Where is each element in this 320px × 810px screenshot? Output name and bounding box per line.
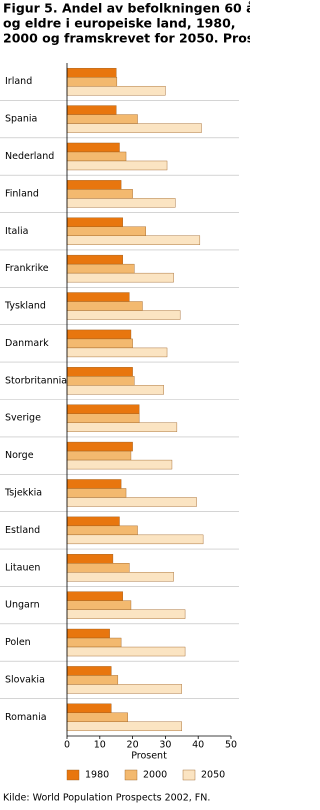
bar [66, 666, 112, 676]
bar [66, 609, 186, 619]
bar [66, 151, 127, 162]
x-tick-label: 0 [64, 740, 70, 751]
bar [66, 198, 176, 208]
bar [66, 572, 174, 582]
legend-label: 2050 [201, 770, 225, 781]
bar [66, 646, 186, 657]
bar [66, 114, 138, 124]
bar [66, 404, 140, 414]
bar [66, 637, 122, 648]
bar [66, 226, 146, 236]
bar [66, 76, 118, 87]
category-label: Sverige [5, 413, 41, 424]
chart-title: 2000 og framskrevet for 2050. Prosent [3, 31, 250, 46]
bar [66, 385, 164, 395]
bar [66, 525, 138, 536]
bar [66, 712, 128, 723]
bar [66, 563, 130, 573]
legend-swatch [66, 769, 80, 781]
category-label: Irland [5, 76, 32, 87]
bar [66, 479, 122, 489]
chart-title: Figur 5. Andel av befolkningen 60 år [3, 1, 250, 16]
x-tick-label: 10 [94, 740, 106, 751]
category-label: Danmark [5, 338, 49, 349]
category-label: Norge [5, 450, 34, 461]
bar [66, 600, 132, 610]
x-axis-label: Prosent [131, 751, 167, 762]
category-label: Romania [5, 712, 47, 723]
bar [66, 703, 112, 714]
bar [66, 459, 173, 470]
bar [66, 180, 122, 190]
bar [66, 554, 114, 564]
category-label: Litauen [5, 562, 40, 573]
bar [66, 367, 133, 377]
bar [66, 235, 201, 245]
legend-swatch [182, 769, 196, 781]
x-tick-label: 20 [127, 740, 139, 751]
bar [66, 450, 132, 461]
bar [66, 85, 166, 96]
category-label: Nederland [5, 151, 54, 162]
bar [66, 292, 130, 302]
bar [66, 338, 133, 349]
chart-title: og eldre i europeiske land, 1980, [3, 16, 236, 31]
bar [66, 189, 133, 199]
bar [66, 534, 204, 545]
bar [66, 497, 197, 507]
source: Kilde: World Population Prospects 2002, … [3, 793, 210, 804]
bar [66, 217, 123, 227]
bar [66, 329, 132, 340]
legend-label: 2000 [143, 770, 167, 781]
category-label: Storbritannia [5, 375, 67, 386]
bar [66, 422, 178, 432]
bar [66, 123, 202, 133]
bar [66, 160, 168, 171]
bar [66, 376, 135, 386]
bar [66, 142, 120, 153]
category-label: Estland [5, 525, 40, 536]
bar [66, 516, 120, 527]
x-tick-label: 30 [159, 740, 171, 751]
category-label: Polen [5, 637, 31, 648]
category-label: Frankrike [5, 263, 49, 274]
category-label: Tyskland [4, 301, 46, 312]
x-tick-label: 50 [225, 740, 237, 751]
bar [66, 67, 117, 78]
category-label: Tsjekkia [4, 487, 42, 498]
category-label: Slovakia [5, 674, 45, 685]
bar [66, 675, 119, 685]
category-label: Spania [5, 114, 37, 125]
bar [66, 684, 183, 694]
bar [66, 301, 143, 311]
legend-label: 1980 [85, 770, 109, 781]
x-tick-label: 40 [192, 740, 204, 751]
category-label: Finland [5, 188, 39, 199]
bar [66, 488, 127, 498]
bar [66, 721, 183, 732]
bar [66, 105, 117, 115]
category-label: Ungarn [5, 600, 40, 611]
category-label: Italia [5, 226, 28, 237]
bar [66, 254, 123, 265]
bar [66, 263, 135, 274]
bar [66, 272, 174, 283]
bar [66, 347, 168, 358]
bar [66, 310, 181, 320]
legend-swatch [124, 769, 138, 781]
bar [66, 591, 123, 601]
bar [66, 413, 140, 423]
bar [66, 628, 110, 639]
bar [66, 441, 133, 452]
